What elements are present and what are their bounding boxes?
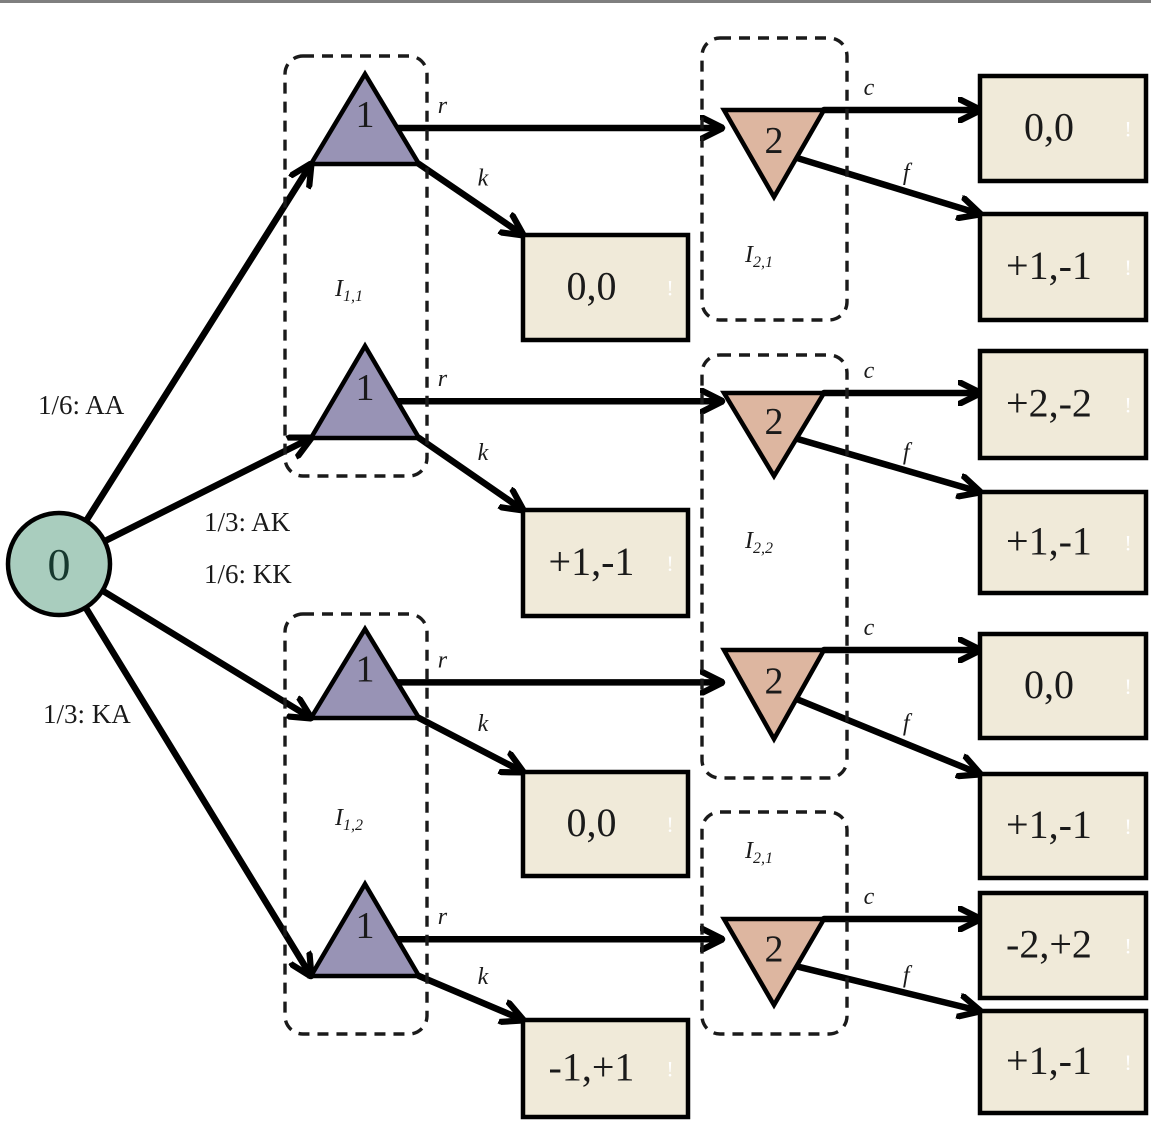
svg-text:1/3: KA: 1/3: KA	[43, 699, 131, 729]
svg-text:r: r	[438, 904, 448, 930]
svg-text:!: !	[1124, 1050, 1131, 1075]
svg-text:f: f	[903, 711, 913, 737]
svg-text:k: k	[478, 711, 489, 737]
svg-text:c: c	[864, 615, 875, 641]
svg-text:I2,1: I2,1	[744, 838, 773, 867]
svg-text:r: r	[438, 647, 448, 673]
svg-text:1/6: AA: 1/6: AA	[38, 390, 125, 420]
svg-text:1/6: KK: 1/6: KK	[204, 559, 292, 589]
svg-text:!: !	[666, 276, 673, 301]
svg-text:c: c	[864, 884, 875, 910]
svg-text:c: c	[864, 75, 875, 101]
svg-text:0,0: 0,0	[1024, 105, 1074, 150]
svg-text:0,0: 0,0	[1024, 662, 1074, 707]
svg-text:!: !	[1124, 117, 1131, 142]
svg-text:!: !	[666, 1057, 673, 1082]
svg-text:r: r	[438, 93, 448, 119]
svg-text:+1,-1: +1,-1	[1006, 243, 1092, 288]
svg-text:k: k	[478, 964, 489, 990]
svg-text:+1,-1: +1,-1	[549, 539, 635, 584]
svg-text:f: f	[903, 963, 913, 989]
svg-text:+1,-1: +1,-1	[1006, 802, 1092, 847]
svg-text:0,0: 0,0	[567, 264, 617, 309]
svg-text:k: k	[478, 166, 489, 192]
svg-text:+2,-2: +2,-2	[1006, 381, 1092, 426]
svg-text:1: 1	[356, 367, 375, 409]
svg-text:!: !	[1124, 674, 1131, 699]
svg-text:+1,-1: +1,-1	[1006, 519, 1092, 564]
svg-text:0,0: 0,0	[567, 800, 617, 845]
svg-text:2: 2	[765, 401, 784, 443]
svg-text:2: 2	[765, 120, 784, 162]
svg-text:f: f	[903, 160, 913, 186]
svg-text:!: !	[1124, 255, 1131, 280]
svg-text:I1,1: I1,1	[334, 276, 363, 305]
svg-text:!: !	[666, 812, 673, 837]
svg-text:I1,2: I1,2	[334, 805, 363, 834]
svg-text:!: !	[1124, 814, 1131, 839]
svg-text:f: f	[903, 439, 913, 465]
svg-text:-2,+2: -2,+2	[1006, 922, 1092, 967]
svg-text:1: 1	[356, 649, 375, 691]
svg-text:1/3: AK: 1/3: AK	[204, 507, 291, 537]
svg-text:!: !	[666, 551, 673, 576]
svg-text:0: 0	[48, 539, 71, 590]
svg-text:2: 2	[765, 661, 784, 703]
svg-text:c: c	[864, 358, 875, 384]
svg-text:k: k	[478, 440, 489, 466]
svg-text:+1,-1: +1,-1	[1006, 1038, 1092, 1083]
svg-text:1: 1	[356, 905, 375, 947]
svg-text:!: !	[1124, 531, 1131, 556]
svg-text:I2,1: I2,1	[744, 242, 773, 271]
svg-text:1: 1	[356, 94, 375, 136]
svg-text:!: !	[1124, 393, 1131, 418]
svg-text:r: r	[438, 366, 448, 392]
svg-text:!: !	[1124, 934, 1131, 959]
svg-text:2: 2	[765, 928, 784, 970]
svg-text:-1,+1: -1,+1	[549, 1045, 635, 1090]
svg-text:I2,2: I2,2	[744, 528, 773, 557]
